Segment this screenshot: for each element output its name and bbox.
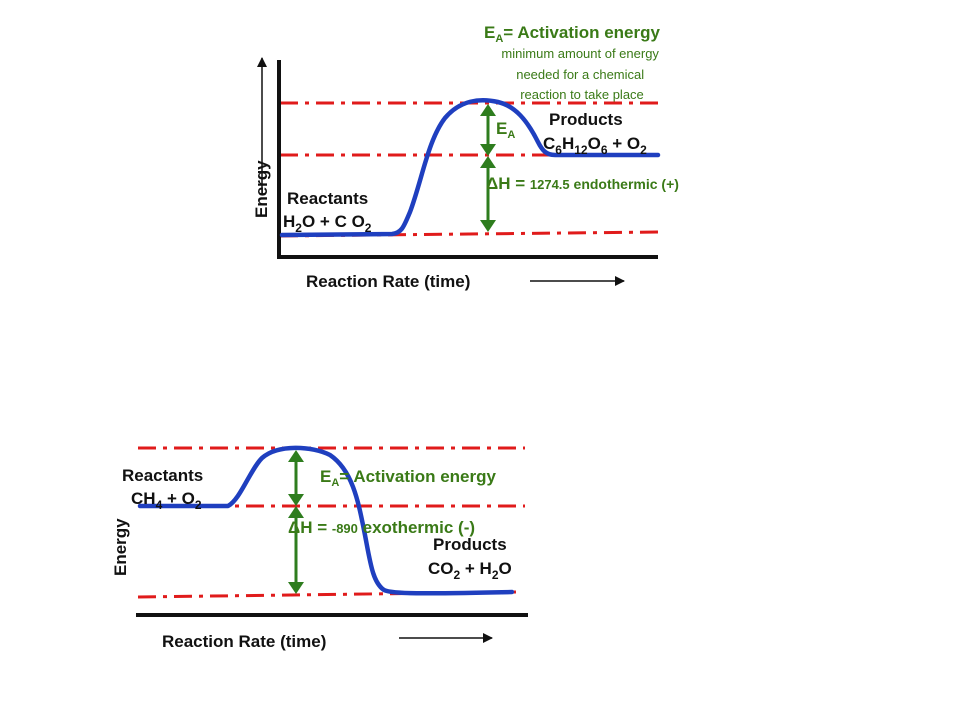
bottom-energy-curve [137, 445, 515, 596]
bottom-ea-title: EA= Activation energy [320, 467, 497, 489]
top-ea-arrow [480, 104, 496, 156]
formula-part: 2 [492, 568, 499, 582]
bottom-reactants-formula: CH4 + O2 [131, 489, 202, 512]
bottom-products-label: Products [433, 535, 507, 554]
formula-part: 2 [195, 498, 202, 512]
formula-part: H [283, 212, 295, 231]
formula-part: 12 [574, 143, 588, 157]
formula-part: O [588, 134, 601, 153]
top-ea-title: EA= Activation energy [484, 23, 661, 45]
bottom-products-formula: CO2 + H2O [428, 559, 512, 582]
formula-part: 6 [601, 143, 608, 157]
formula-part: CH [131, 489, 156, 508]
bottom-delta-h: ΔH = -890 exothermic (-) [288, 518, 475, 537]
formula-part: 2 [365, 221, 372, 235]
formula-part: 2 [295, 221, 302, 235]
formula-part: + O [608, 134, 641, 153]
formula-part: + H [460, 559, 492, 578]
formula-part: 2 [454, 568, 461, 582]
bottom-ea-arrow [288, 450, 304, 506]
top-delta-h-arrow [480, 156, 496, 232]
formula-part: O + C O [302, 212, 365, 231]
bottom-diagram: EA= Activation energy Reactants CH4 + O2… [111, 445, 528, 651]
bottom-y-axis-label: Energy [111, 518, 130, 576]
top-reactants-formula: H2O + C O2 [283, 212, 372, 235]
formula-part: 6 [555, 143, 562, 157]
top-ea-definition: minimum amount of energy needed for a ch… [501, 46, 662, 102]
bottom-dashed-line-products [137, 590, 521, 599]
top-ea-marker: EA [496, 119, 515, 141]
formula-part: H [562, 134, 574, 153]
bottom-delta-h-arrow [288, 506, 304, 594]
formula-part: CO [428, 559, 454, 578]
formula-part: + O [162, 489, 195, 508]
bottom-x-axis-label: Reaction Rate (time) [162, 632, 326, 651]
formula-part: 4 [156, 498, 163, 512]
formula-part: C [543, 134, 555, 153]
top-y-axis-label: Energy [252, 160, 271, 218]
top-x-axis-label: Reaction Rate (time) [306, 272, 470, 291]
top-products-label: Products [549, 110, 623, 129]
bottom-reactants-label: Reactants [122, 466, 203, 485]
top-delta-h: ΔH = 1274.5 endothermic (+) [486, 174, 679, 193]
top-products-formula: C6H12O6 + O2 [543, 134, 647, 157]
formula-part: O [499, 559, 512, 578]
top-diagram: EA= Activation energy minimum amount of … [252, 23, 679, 291]
formula-part: 2 [640, 143, 647, 157]
top-reactants-label: Reactants [287, 189, 368, 208]
top-energy-curve [279, 98, 661, 238]
